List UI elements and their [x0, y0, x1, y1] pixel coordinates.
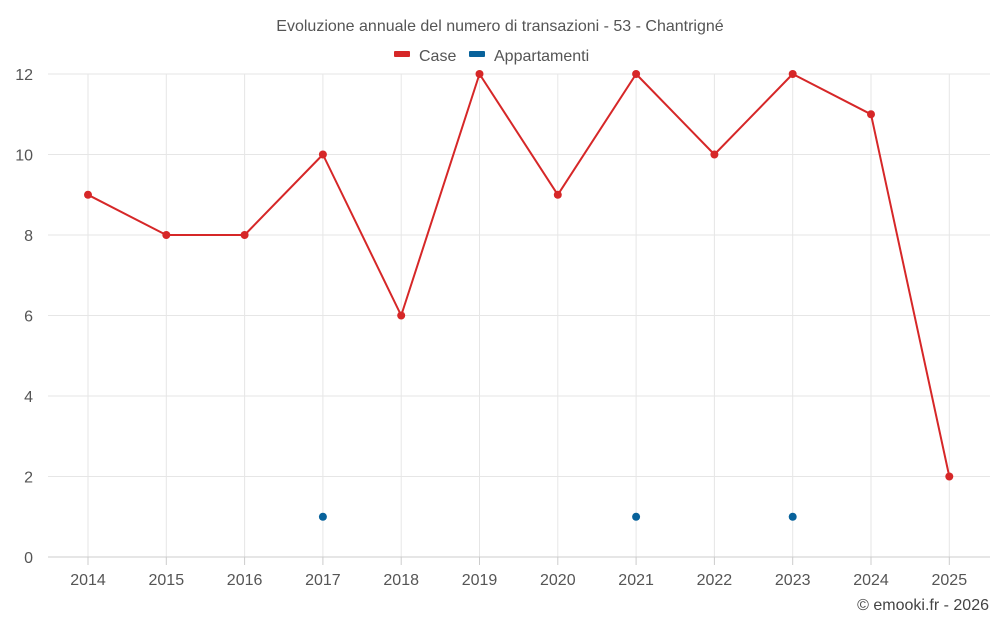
credit-text: © emooki.fr - 2026: [857, 597, 989, 614]
x-tick-label: 2023: [775, 572, 811, 589]
data-point-case[interactable]: [710, 150, 719, 159]
data-point-case[interactable]: [318, 150, 327, 159]
y-tick-label: 0: [24, 550, 33, 567]
x-tick-label: 2018: [383, 572, 419, 589]
x-tick-label: 2019: [462, 572, 498, 589]
data-point-case[interactable]: [240, 231, 249, 239]
x-tick-label: 2015: [149, 572, 185, 589]
grid: [48, 73, 990, 558]
series-line-case: [87, 73, 951, 477]
y-tick-label: 8: [24, 228, 33, 245]
legend-item-appartamenti[interactable]: Appartamenti: [469, 48, 589, 65]
series-layer: [84, 70, 954, 521]
x-tick-label: 2025: [932, 572, 968, 589]
x-tick-label: 2016: [227, 572, 263, 589]
x-tick-label: 2014: [70, 572, 106, 589]
data-point-case[interactable]: [788, 70, 797, 78]
legend-label-appartamenti: Appartamenti: [494, 48, 589, 65]
data-point-appartamenti[interactable]: [632, 512, 641, 521]
data-point-case[interactable]: [867, 110, 875, 119]
data-point-appartamenti[interactable]: [318, 512, 327, 521]
data-point-appartamenti[interactable]: [788, 512, 797, 521]
x-tick-label: 2024: [853, 572, 889, 589]
legend-item-case[interactable]: Case: [394, 48, 456, 65]
x-tick-label: 2020: [540, 572, 576, 589]
data-point-case[interactable]: [632, 70, 641, 78]
legend-label-case: Case: [419, 48, 456, 65]
legend-swatch-appartamenti: [469, 51, 485, 57]
data-point-case[interactable]: [553, 190, 562, 199]
data-point-case[interactable]: [397, 311, 406, 320]
legend-swatch-case: [394, 51, 410, 57]
data-point-case[interactable]: [475, 70, 484, 78]
data-point-case[interactable]: [84, 190, 92, 199]
x-tick-label: 2021: [618, 572, 654, 589]
y-tick-label: 2: [24, 470, 33, 487]
data-point-case[interactable]: [945, 472, 954, 481]
y-tick-label: 6: [24, 309, 33, 326]
legend: Case Appartamenti: [394, 48, 589, 65]
data-point-case[interactable]: [162, 231, 171, 239]
chart-title: Evoluzione annuale del numero di transaz…: [276, 18, 723, 35]
y-tick-label: 4: [24, 389, 33, 406]
y-tick-label: 12: [15, 67, 33, 84]
x-tick-label: 2022: [697, 572, 733, 589]
y-tick-label: 10: [15, 148, 33, 165]
axes: 0 2 4 6 8 10 12 2014 2015 2016 2017 2018 2019 2020 202…: [15, 67, 967, 589]
x-tick-label: 2017: [305, 572, 341, 589]
